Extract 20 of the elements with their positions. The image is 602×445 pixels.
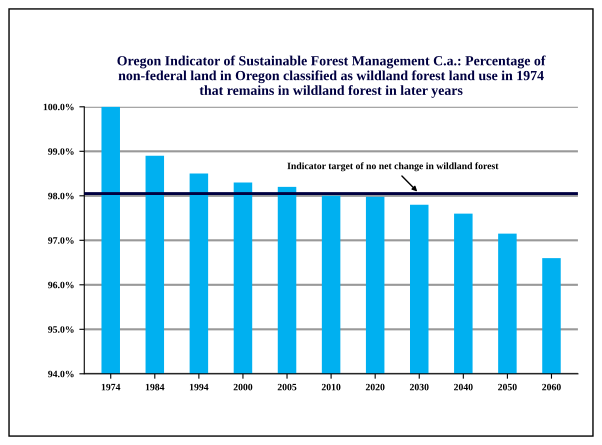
x-tick-label: 1974 — [102, 384, 120, 390]
x-tick-label: 2020 — [366, 384, 385, 390]
x-tick-label: 2005 — [278, 384, 296, 390]
x-tick-label: 2050 — [498, 384, 517, 390]
y-tick-label: 96.0% — [48, 282, 74, 288]
x-tick-label: 1994 — [190, 384, 208, 390]
y-tick-label: 100.0% — [44, 104, 74, 110]
x-tick-label: 2040 — [454, 384, 473, 390]
y-tick-label: 94.0% — [48, 370, 74, 378]
x-tick-label: 1984 — [146, 384, 164, 390]
y-tick-label: 97.0% — [48, 237, 74, 244]
y-tick-label: 99.0% — [48, 148, 74, 155]
y-tick-label: 95.0% — [48, 326, 74, 333]
y-tick-label: 98.0% — [48, 192, 74, 200]
x-tick-label: 2030 — [410, 384, 429, 390]
chart-title: Oregon Indicator of Sustainable Forest Management C.a.: Percentage of non-federal land in Oregon classified as wildland forest land use in 1974 that remains in wildland forest in later years — [117, 56, 546, 98]
x-tick-label: 2010 — [322, 384, 340, 390]
x-tick-label: 2000 — [234, 384, 252, 390]
x-tick-label: 2060 — [542, 384, 561, 390]
annotation: Indicator target of no net change in wildland forest — [287, 162, 498, 172]
